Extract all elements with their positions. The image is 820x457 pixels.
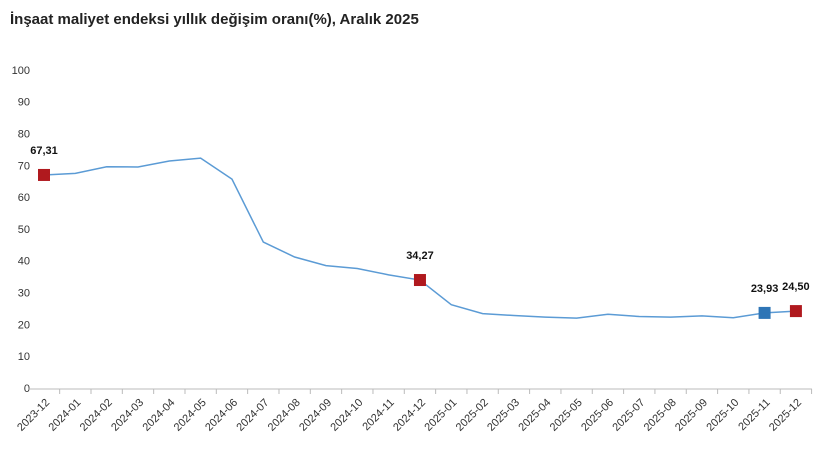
x-tick-label: 2025-01 [422,397,459,434]
x-tick-label: 2025-06 [579,397,616,434]
line [43,157,796,319]
y-tick-label: 50 [18,224,30,236]
y-tick-label: 70 [18,160,30,172]
x-tick-label: 2025-05 [548,397,585,434]
x-tick-label: 2025-04 [516,397,553,434]
y-tick-label: 0 [24,383,30,395]
x-tick-label: 2024-07 [234,397,271,434]
y-tick-label: 80 [18,129,30,141]
x-tick-label: 2025-11 [736,397,772,433]
y-tick-label: 30 [18,288,30,300]
x-tick-label: 2025-03 [485,397,522,434]
marker [789,305,802,318]
x-tick-label: 2024-09 [297,397,334,434]
x-tick-label: 2024-04 [140,397,177,434]
marker [38,168,50,181]
x-tick-label: 2025-10 [704,397,741,434]
x-tick-label: 2025-09 [673,397,710,434]
x-tick-label: 2024-08 [266,397,303,434]
x-tick-label: 2024-06 [203,397,240,434]
x-tick-label: 2025-02 [454,397,491,434]
y-tick-label: 20 [18,319,30,331]
chart-title: İnşaat maliyet endeksi yıllık değişim or… [10,11,419,28]
value-label: 67,31 [30,145,58,157]
value-label: 34,27 [406,250,434,262]
x-tick-label: 2024-03 [109,397,146,434]
value-label: 23,93 [751,283,779,295]
marker [758,306,771,319]
x-tick-label: 2025-12 [767,397,804,434]
x-tick-label: 2024-11 [360,397,396,433]
marker [413,274,426,287]
y-tick-label: 10 [18,351,30,363]
x-tick-label: 2024-10 [328,397,365,434]
y-tick-label: 100 [12,65,30,77]
value-label: 24,50 [782,281,810,293]
x-tick-label: 2025-08 [642,397,679,434]
x-tick-label: 2023-12 [15,397,52,434]
x-tick-label: 2024-12 [391,397,428,434]
x-tick-label: 2024-01 [46,397,83,434]
y-tick-label: 40 [18,256,30,268]
x-tick-label: 2024-02 [78,397,115,434]
x-tick-label: 2025-07 [610,397,647,434]
y-tick-label: 90 [18,97,30,109]
y-tick-label: 60 [18,192,30,204]
x-tick-label: 2024-05 [172,397,209,434]
